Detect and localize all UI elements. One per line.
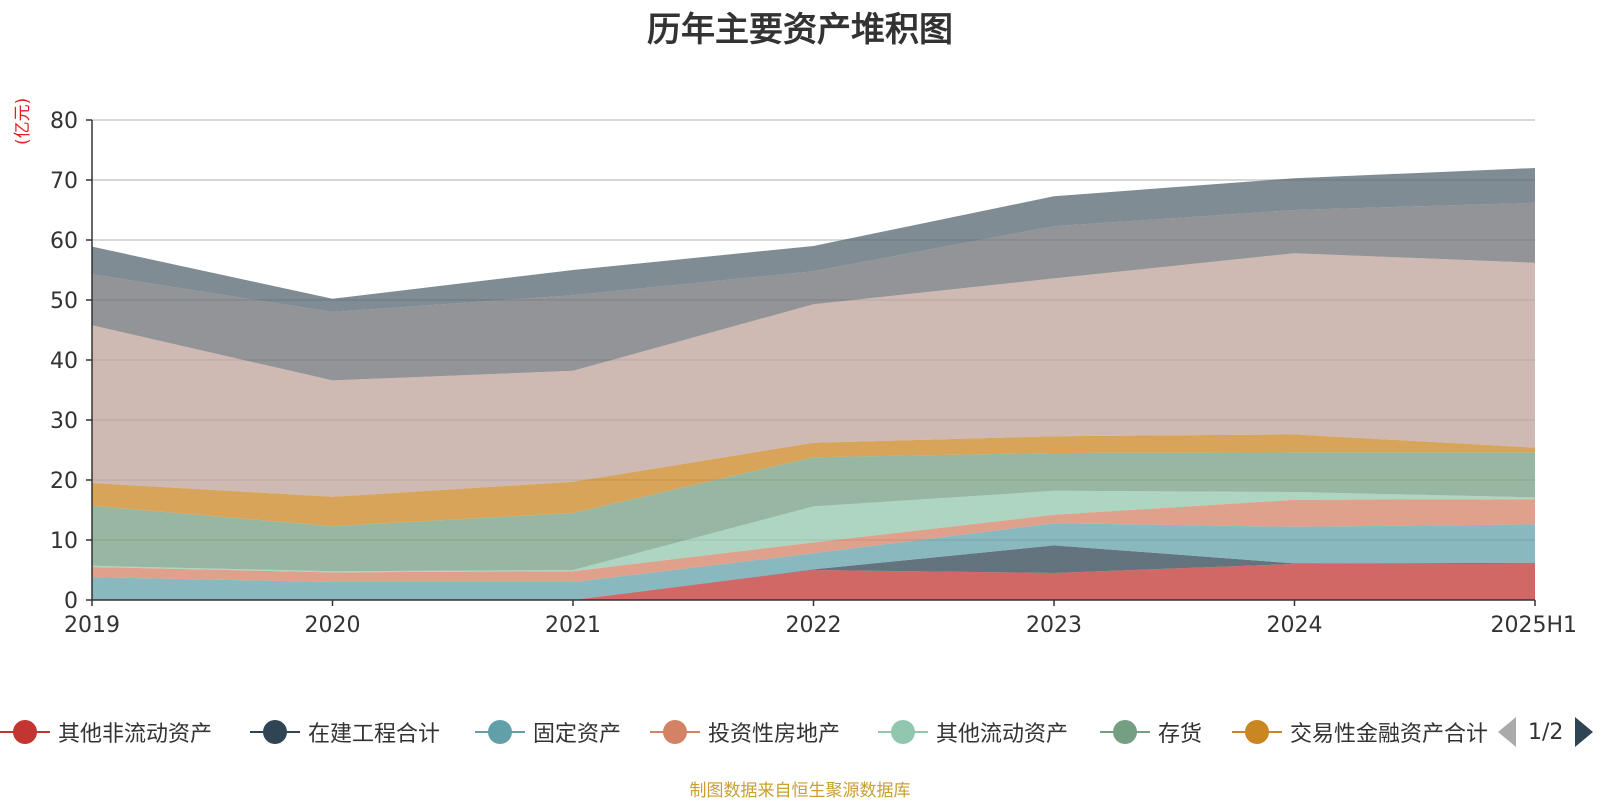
legend-next-page-icon[interactable] xyxy=(1575,717,1594,747)
series-area xyxy=(92,168,1535,312)
legend-label: 其他非流动资产 xyxy=(58,722,213,747)
series-area xyxy=(92,434,1535,527)
y-tick-label: 30 xyxy=(50,409,78,434)
x-tick-label: 2023 xyxy=(1026,613,1082,638)
y-tick-label: 80 xyxy=(50,109,78,134)
series-area xyxy=(92,253,1535,497)
axes: 0 10 20 30 40 50 60 70 80 2019 2020 2021 2022 2023 202… xyxy=(50,109,1577,638)
legend-symbol-icon xyxy=(1100,720,1150,744)
y-tick-label: 0 xyxy=(64,589,78,614)
y-tick-label: 50 xyxy=(50,289,78,314)
legend-label: 存货 xyxy=(1158,722,1203,747)
y-tick-label: 10 xyxy=(50,529,78,554)
x-tick-label: 2020 xyxy=(305,613,361,638)
x-tick-label: 2019 xyxy=(64,613,120,638)
legend-prev-page-icon[interactable] xyxy=(1498,717,1516,747)
legend-label: 交易性金融资产合计 xyxy=(1290,722,1489,747)
series-area xyxy=(92,545,1535,600)
legend-item[interactable]: 其他非流动资产 xyxy=(0,714,212,750)
legend-symbol-icon xyxy=(250,720,300,744)
data-source-note: 制图数据来自恒生聚源数据库 xyxy=(689,781,911,801)
legend-label: 投资性房地产 xyxy=(708,722,841,747)
chart-legend: 其他非流动资产 在建工程合计 固定资产 投资性房地产 其他流动资产 存货 交易性金融资产合计 xyxy=(0,714,1600,750)
y-tick-label: 40 xyxy=(50,349,78,374)
series-area xyxy=(92,490,1535,573)
legend-label: 在建工程合计 xyxy=(308,722,441,747)
legend-symbol-icon xyxy=(1232,720,1282,744)
legend-item[interactable]: 其他流动资产 xyxy=(878,714,1068,750)
series-area xyxy=(92,202,1535,381)
y-tick-label: 60 xyxy=(50,229,78,254)
legend-symbol-icon xyxy=(475,720,525,744)
legend-label: 固定资产 xyxy=(533,722,622,747)
x-tick-label: 2021 xyxy=(545,613,601,638)
legend-label: 其他流动资产 xyxy=(936,722,1069,747)
x-tick-label: 2025H1 xyxy=(1490,613,1577,638)
series-area xyxy=(92,452,1535,572)
x-tick-label: 2024 xyxy=(1267,613,1323,638)
y-tick-label: 70 xyxy=(50,169,78,194)
legend-item[interactable]: 在建工程合计 xyxy=(250,714,440,750)
x-tick-label: 2022 xyxy=(786,613,842,638)
series-area xyxy=(92,499,1535,582)
legend-item[interactable]: 交易性金融资产合计 xyxy=(1232,714,1488,750)
series-area xyxy=(92,563,1535,600)
legend-symbol-icon xyxy=(650,720,700,744)
y-tick-label: 20 xyxy=(50,469,78,494)
legend-symbol-icon xyxy=(0,720,50,744)
chart-title: 历年主要资产堆积图 xyxy=(647,10,953,50)
legend-symbol-icon xyxy=(878,720,928,744)
legend-item[interactable]: 固定资产 xyxy=(475,714,621,750)
legend-page-indicator: 1/2 xyxy=(1528,719,1564,745)
legend-item[interactable]: 投资性房地产 xyxy=(650,714,840,750)
series-area xyxy=(92,523,1535,600)
legend-item[interactable]: 存货 xyxy=(1100,714,1202,750)
area-series xyxy=(92,168,1535,600)
legend-pager: 1/2 xyxy=(1498,714,1594,750)
